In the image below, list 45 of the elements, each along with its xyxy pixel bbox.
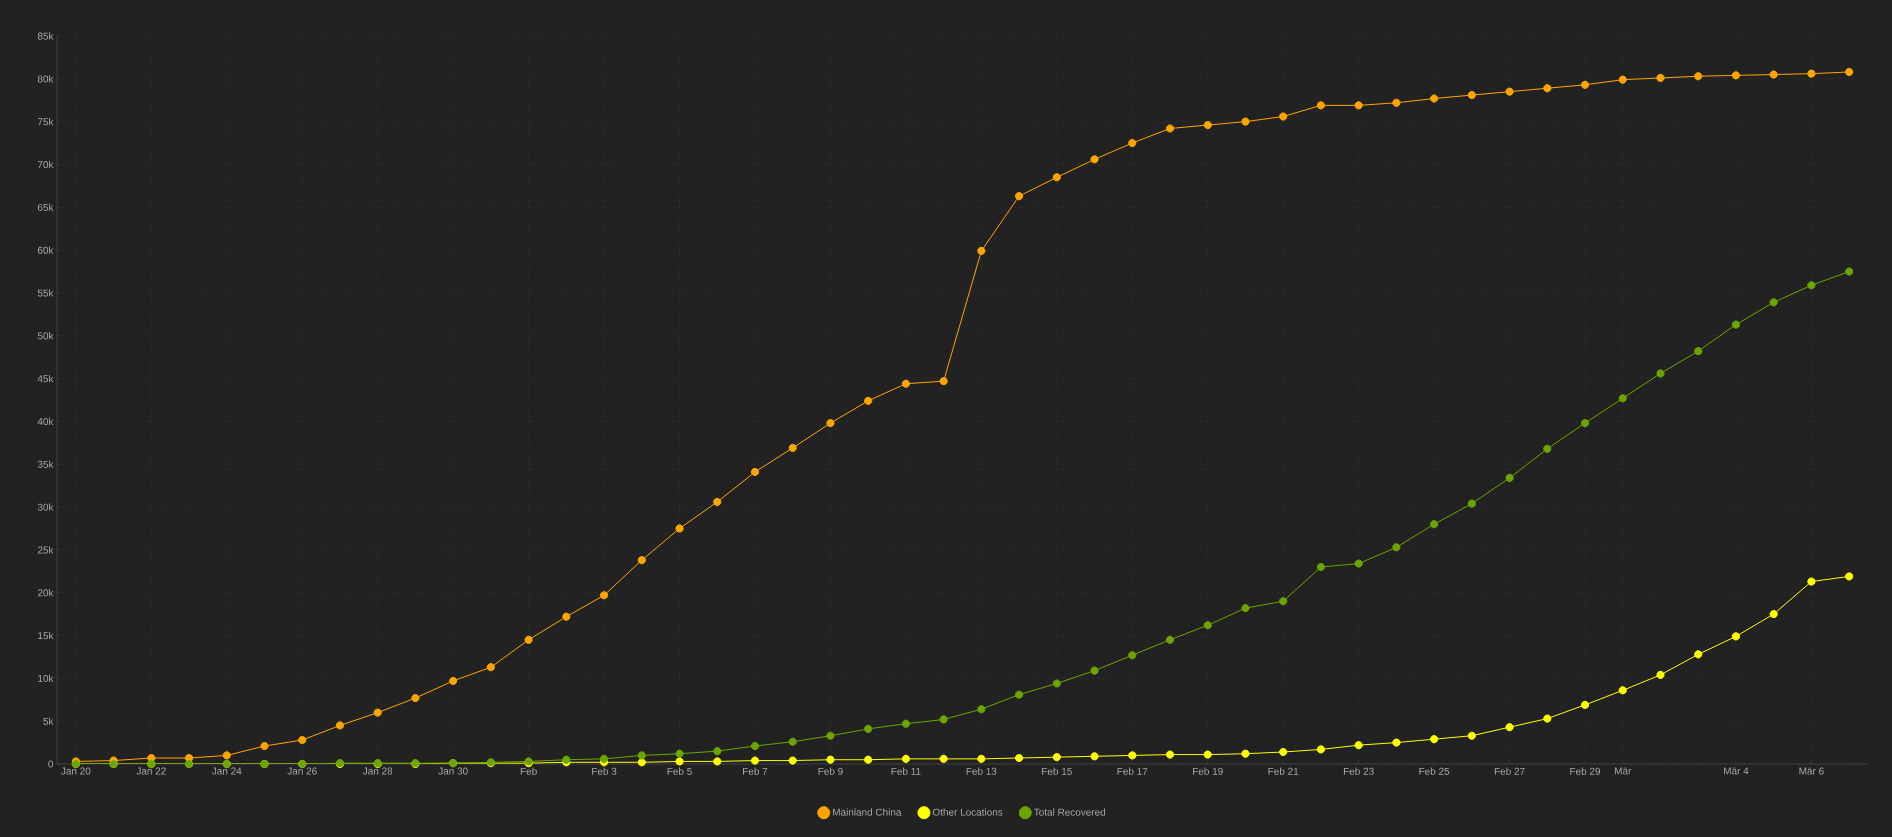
x-tick-label: Mär 6 (1799, 767, 1824, 775)
y-tick-label: 40k (37, 417, 54, 426)
x-tick-label: Feb 27 (1494, 767, 1525, 775)
x-tick-label: Feb 3 (592, 767, 617, 775)
x-tick-label: Feb 25 (1419, 767, 1450, 775)
y-tick-label: 30k (37, 503, 54, 511)
x-tick-label: Mär 4 (1724, 767, 1749, 775)
x-tick-label: Feb 13 (966, 767, 997, 775)
y-tick-label: 75k (37, 117, 54, 126)
x-tick-label: Jan 22 (136, 767, 166, 775)
y-tick-label: 45k (37, 374, 54, 383)
x-tick-label: Feb 21 (1268, 767, 1299, 775)
y-tick-label: 55k (37, 289, 54, 297)
x-tick-label: Feb 9 (818, 767, 843, 775)
y-tick-label: 60k (37, 246, 54, 254)
x-tick-label: Jan 26 (287, 767, 317, 775)
legend-label: Other Locations (932, 808, 1003, 816)
x-tick-label: Mär (1614, 767, 1632, 775)
x-tick-label: Feb 15 (1042, 767, 1072, 775)
y-tick-label: 25k (37, 546, 54, 554)
y-tick-label: 70k (37, 160, 54, 169)
y-tick-label: 80k (37, 75, 54, 83)
y-tick-label: 5k (43, 717, 54, 725)
legend-label: Total Recovered (1033, 808, 1106, 816)
x-tick-label: Feb 7 (743, 767, 768, 775)
legend-label: Mainland China (833, 808, 902, 816)
y-tick-label: 35k (37, 460, 54, 468)
y-tick-label: 50k (37, 332, 54, 340)
x-tick-label: Feb 17 (1117, 767, 1148, 775)
x-tick-label: Jan 28 (362, 767, 393, 775)
y-tick-label: 0 (48, 760, 54, 768)
x-tick-label: Jan 20 (61, 767, 91, 775)
x-tick-label: Feb 29 (1570, 767, 1601, 775)
x-tick-label: Feb 5 (667, 767, 692, 775)
y-tick-label: 15k (38, 631, 54, 640)
x-tick-label: Feb 19 (1193, 767, 1223, 775)
y-tick-label: 20k (37, 589, 54, 597)
x-tick-label: Feb 11 (891, 767, 921, 775)
y-tick-label: 85k (37, 32, 54, 40)
x-tick-label: Jan 30 (438, 767, 468, 775)
x-tick-label: Feb 23 (1343, 767, 1374, 775)
y-tick-label: 10k (38, 674, 54, 683)
y-tick-label: 65k (37, 203, 54, 211)
x-tick-label: Feb (520, 767, 537, 775)
x-tick-label: Jan 24 (211, 767, 242, 775)
